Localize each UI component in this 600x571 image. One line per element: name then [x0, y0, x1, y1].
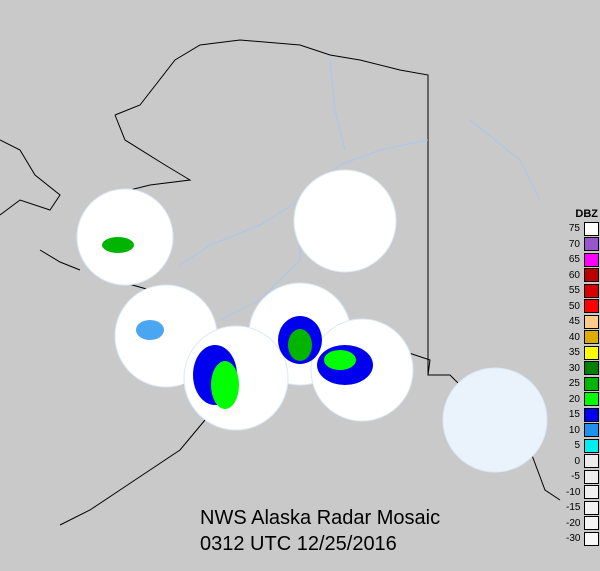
legend-item: 30	[566, 361, 600, 377]
legend-label: 0	[574, 455, 580, 467]
legend-item: 20	[566, 392, 600, 408]
map-title: NWS Alaska Radar Mosaic	[200, 507, 441, 529]
legend-label: 60	[568, 269, 580, 281]
legend-swatch	[584, 392, 599, 407]
legend-swatch	[584, 531, 599, 546]
legend-swatch	[584, 299, 599, 314]
legend-item: 75	[566, 221, 600, 237]
legend-item: -30	[566, 531, 600, 547]
legend-label: 35	[568, 347, 580, 359]
legend-label: 40	[568, 331, 580, 343]
legend-item: -10	[566, 485, 600, 501]
legend-swatch	[584, 469, 599, 484]
legend-swatch	[584, 330, 599, 345]
legend-item: -5	[566, 469, 600, 485]
legend-label: 70	[568, 238, 580, 250]
legend-item: 15	[566, 407, 600, 423]
legend-item: 40	[566, 330, 600, 346]
legend-swatch	[584, 500, 599, 515]
legend-item: 10	[566, 423, 600, 439]
legend-item: -15	[566, 500, 600, 516]
legend-label: 75	[568, 223, 580, 235]
legend-swatch	[584, 485, 599, 500]
legend-swatch	[584, 376, 599, 391]
legend-unit: DBZ	[575, 208, 598, 220]
legend-swatch	[584, 221, 599, 236]
legend-item: 25	[566, 376, 600, 392]
legend-label: 25	[568, 378, 580, 390]
legend-swatch	[584, 516, 599, 531]
legend-swatch	[584, 237, 599, 252]
legend-label: -30	[566, 533, 581, 545]
legend-label: 10	[568, 424, 580, 436]
legend-item: 65	[566, 252, 600, 268]
map-timestamp: 0312 UTC 12/25/2016	[200, 533, 397, 555]
legend-item: 70	[566, 237, 600, 253]
legend-item: 55	[566, 283, 600, 299]
legend-item: 0	[566, 454, 600, 470]
legend-swatch	[584, 345, 599, 360]
legend-item: 5	[566, 438, 600, 454]
legend-label: -20	[566, 517, 581, 529]
legend-label: -15	[566, 502, 581, 514]
legend-swatch	[584, 252, 599, 267]
legend-swatch	[584, 268, 599, 283]
legend-item: -20	[566, 516, 600, 532]
legend-swatch	[584, 423, 599, 438]
legend-label: -10	[566, 486, 581, 498]
legend-item: 35	[566, 345, 600, 361]
legend-swatch	[584, 407, 599, 422]
legend-swatch	[584, 438, 599, 453]
legend-label: 45	[568, 316, 580, 328]
legend-swatch	[584, 454, 599, 469]
legend-swatch	[584, 283, 599, 298]
precipitation	[102, 237, 373, 409]
legend-label: -5	[571, 471, 580, 483]
legend-label: 15	[568, 409, 580, 421]
legend-swatch	[584, 361, 599, 376]
legend-item: 50	[566, 299, 600, 315]
legend-label: 5	[574, 440, 580, 452]
legend-label: 50	[568, 300, 580, 312]
legend-item: 45	[566, 314, 600, 330]
legend-label: 55	[568, 285, 580, 297]
legend-swatch	[584, 314, 599, 329]
legend-label: 20	[568, 393, 580, 405]
legend-label: 65	[568, 254, 580, 266]
dbz-legend: DBZ 75 70 65 60 55 50 45 40 35 30 25 20 15 10 5 0 -5 -10-…	[566, 208, 600, 547]
legend-label: 30	[568, 362, 580, 374]
legend-item: 60	[566, 268, 600, 284]
